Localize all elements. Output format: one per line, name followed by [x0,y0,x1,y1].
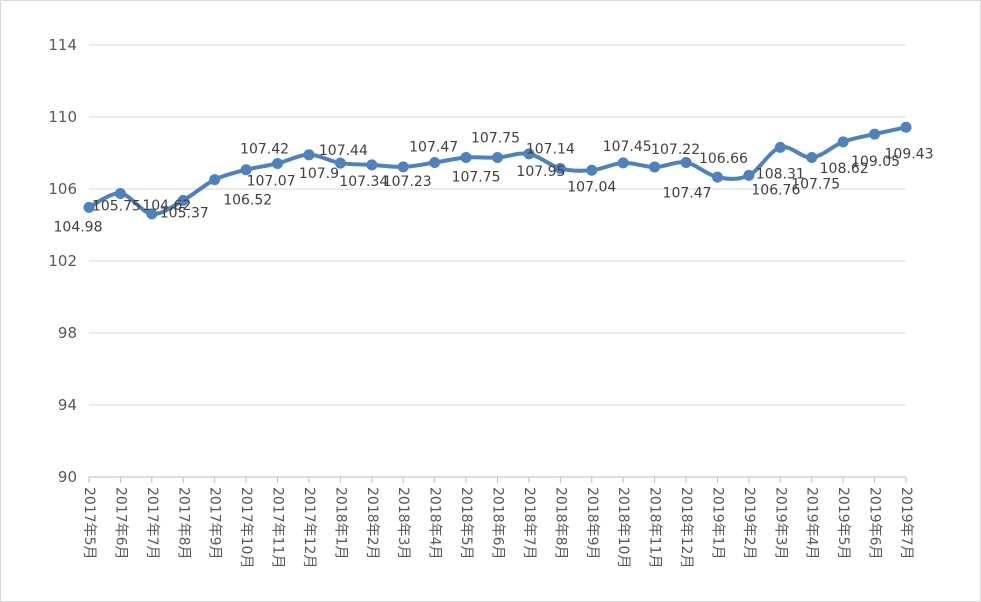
data-point-marker [586,164,598,176]
data-point-marker [460,152,472,163]
data-point-marker [869,128,881,140]
series-line-group [83,121,912,220]
data-label: 107.04 [567,179,616,195]
y-tick-label: 94 [58,396,77,414]
x-tick-label: 2019年4月 [804,487,820,560]
data-point-marker [429,157,441,169]
x-tick-label: 2017年7月 [144,487,160,560]
x-tick-label: 2017年5月 [81,487,97,560]
y-tick-label: 110 [48,108,77,126]
data-label: 104.98 [54,219,103,235]
gridlines [89,44,906,406]
x-tick-label: 2017年11月 [270,487,286,568]
data-label: 107.47 [663,186,712,202]
x-tick-label: 2018年11月 [647,487,663,568]
data-point-marker [114,188,126,199]
data-point-marker [743,169,755,181]
data-label: 107.22 [651,142,700,158]
x-tick-label: 2019年1月 [709,487,725,560]
data-label: 109.43 [885,146,934,162]
y-tick-label: 90 [58,468,77,486]
data-label: 109.05 [851,154,900,170]
data-label: 107.34 [339,174,388,190]
data-label: 107.95 [516,164,565,180]
x-tick-label: 2018年5月 [458,487,474,560]
data-point-marker [209,174,221,186]
x-tick-label: 2019年5月 [835,487,851,560]
data-label: 107.9 [299,166,339,182]
data-point-marker [711,171,723,183]
x-tick-label: 2018年4月 [427,487,443,560]
data-point-marker [617,157,629,169]
x-tick-label: 2018年9月 [584,487,600,560]
x-tick-label: 2018年3月 [395,487,411,560]
x-tick-label: 2018年6月 [490,487,506,560]
data-point-marker [397,161,409,173]
data-label: 108.31 [756,166,805,182]
y-tick-label: 114 [48,36,77,54]
data-point-marker [146,208,158,220]
data-label: 104.62 [142,198,191,214]
x-tick-label: 2017年12月 [301,487,317,568]
data-label: 106.66 [699,151,748,167]
x-tick-label: 2018年12月 [678,487,694,568]
data-label: 107.47 [409,140,458,156]
y-tick-label: 98 [58,324,77,342]
data-point-marker [240,164,252,176]
x-tick-label: 2018年1月 [332,487,348,560]
data-label: 105.37 [160,205,209,221]
x-tick-label: 2019年7月 [898,487,914,560]
data-label: 108.62 [820,161,869,177]
x-tick-label: 2018年10月 [615,487,631,568]
data-point-marker [492,152,503,163]
data-label: 107.14 [526,141,575,157]
x-tick-label: 2018年7月 [521,487,537,560]
data-label: 107.75 [471,131,520,147]
data-label: 107.45 [603,139,652,155]
data-point-marker [900,121,912,133]
data-label: 107.42 [240,141,289,157]
x-tick-label: 2018年8月 [552,487,568,560]
x-tick-label: 2019年2月 [741,487,757,560]
y-tick-label: 102 [48,252,77,270]
x-axis: 2017年5月 2017年6月 2017年7月 2017年8月 2017年9月 2017年… [81,476,914,568]
x-tick-label: 2019年6月 [867,487,883,560]
data-label: 106.52 [223,193,272,209]
data-point-marker [83,201,95,213]
data-point-marker [806,152,818,163]
data-point-marker [680,157,692,169]
data-point-marker [837,136,849,148]
x-tick-label: 2017年9月 [207,487,223,560]
data-point-marker [554,162,566,174]
data-label: 105.75 [92,199,141,215]
x-tick-label: 2018年2月 [364,487,380,560]
data-point-marker [272,157,284,169]
data-label: 107.75 [791,177,840,193]
data-point-marker [177,194,189,206]
data-point-marker [774,141,786,153]
data-label: 107.23 [383,174,432,190]
x-tick-label: 2017年8月 [175,487,191,560]
x-tick-label: 2017年6月 [112,487,128,560]
data-point-marker [523,148,535,160]
data-point-marker [366,159,378,171]
y-tick-label: 106 [48,180,77,198]
y-axis: 90 94 98 102 106 110 114 [48,36,77,486]
data-label: 106.76 [751,182,800,198]
x-tick-label: 2019年3月 [772,487,788,560]
data-label: 107.44 [319,143,368,159]
data-point-marker [334,157,346,169]
data-point-marker [649,161,661,173]
x-tick-label: 2017年10月 [238,487,254,568]
data-label: 107.07 [247,174,296,190]
data-label: 107.75 [452,170,501,186]
data-point-marker [303,149,315,161]
